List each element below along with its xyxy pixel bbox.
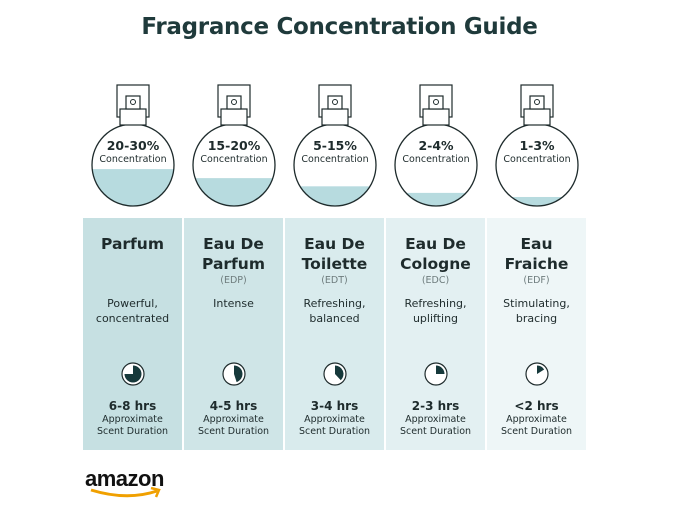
concentration-label: Concentration bbox=[402, 154, 470, 165]
fragrance-abbr: (EDP) bbox=[220, 275, 247, 286]
concentration-value: 1-3% bbox=[519, 138, 555, 153]
clock-pie-icon bbox=[222, 362, 246, 386]
liquid-fill bbox=[395, 192, 477, 206]
bottle: 1-3% Concentration bbox=[487, 82, 587, 212]
fragrance-abbr: (EDT) bbox=[321, 275, 348, 286]
bottle-icon bbox=[394, 84, 478, 207]
concentration-value: 2-4% bbox=[418, 138, 454, 153]
bottle: 20-30% Concentration bbox=[83, 82, 183, 212]
fragrance-description: Refreshing, balanced bbox=[303, 297, 366, 325]
fragrance-card: Eau De Cologne (EDC) Refreshing, uplifting… bbox=[386, 218, 485, 450]
bottle-icon bbox=[91, 84, 175, 207]
bottle: 2-4% Concentration bbox=[386, 82, 486, 212]
duration-label: Approximate Scent Duration bbox=[197, 414, 270, 437]
fragrance-name: Eau De Cologne bbox=[400, 235, 471, 273]
fragrance-name: Eau De Parfum bbox=[202, 235, 265, 273]
liquid-fill bbox=[193, 178, 275, 206]
duration-hours: 3-4 hrs bbox=[310, 399, 359, 413]
clock-pie-icon bbox=[424, 362, 448, 386]
fragrance-abbr: (EDF) bbox=[523, 275, 550, 286]
concentration-label: Concentration bbox=[99, 154, 167, 165]
fragrance-card: Eau De Toilette (EDT) Refreshing, balanced… bbox=[285, 218, 384, 450]
fragrance-description: Stimulating, bracing bbox=[503, 297, 570, 325]
duration-pie-slice bbox=[537, 365, 545, 374]
fragrance-description: Powerful, concentrated bbox=[95, 297, 170, 325]
clock-pie-icon bbox=[323, 362, 347, 386]
duration-hours: <2 hrs bbox=[514, 399, 559, 413]
fragrance-card: Parfum Powerful, concentrated 6-8 hrs App… bbox=[83, 218, 182, 450]
fragrance-name: Parfum bbox=[101, 235, 164, 253]
duration-label: Approximate Scent Duration bbox=[500, 414, 573, 437]
duration-label: Approximate Scent Duration bbox=[399, 414, 472, 437]
duration-pie-slice bbox=[234, 365, 243, 383]
fragrance-description: Intense bbox=[213, 297, 254, 310]
logo-text: amazon bbox=[85, 466, 164, 491]
fragrance-name: Eau Fraiche bbox=[504, 235, 569, 273]
clock-pie-icon bbox=[525, 362, 549, 386]
clock-pie-icon bbox=[121, 362, 145, 386]
fragrance-name: Eau De Toilette bbox=[301, 235, 368, 273]
duration-hours: 6-8 hrs bbox=[108, 399, 157, 413]
smile-arrow-icon bbox=[90, 487, 161, 498]
bottle-icon bbox=[495, 84, 579, 207]
liquid-fill bbox=[294, 186, 376, 206]
fragrance-abbr: (EDC) bbox=[421, 275, 450, 286]
bottle: 15-20% Concentration bbox=[184, 82, 284, 212]
duration-hours: 2-3 hrs bbox=[411, 399, 460, 413]
duration-hours: 4-5 hrs bbox=[209, 399, 258, 413]
bottle: 5-15% Concentration bbox=[285, 82, 385, 212]
fragrance-card: Eau Fraiche (EDF) Stimulating, bracing <2 … bbox=[487, 218, 586, 450]
concentration-label: Concentration bbox=[301, 154, 369, 165]
duration-label: Approximate Scent Duration bbox=[96, 414, 169, 437]
page-title: Fragrance Concentration Guide bbox=[141, 14, 538, 40]
bottle-icon bbox=[293, 84, 377, 207]
concentration-label: Concentration bbox=[200, 154, 268, 165]
duration-pie-slice bbox=[436, 365, 445, 374]
concentration-value: 20-30% bbox=[106, 138, 160, 153]
duration-pie-slice bbox=[335, 365, 344, 381]
liquid-fill bbox=[496, 196, 578, 206]
bottle-icon bbox=[192, 84, 276, 207]
concentration-value: 15-20% bbox=[207, 138, 261, 153]
fragrance-description: Refreshing, uplifting bbox=[404, 297, 467, 325]
duration-label: Approximate Scent Duration bbox=[298, 414, 371, 437]
amazon-logo: amazon bbox=[85, 466, 164, 498]
fragrance-card: Eau De Parfum (EDP) Intense 4-5 hrs Appro… bbox=[184, 218, 283, 450]
duration-pie-slice bbox=[124, 365, 142, 383]
concentration-value: 5-15% bbox=[313, 138, 357, 153]
concentration-label: Concentration bbox=[503, 154, 571, 165]
